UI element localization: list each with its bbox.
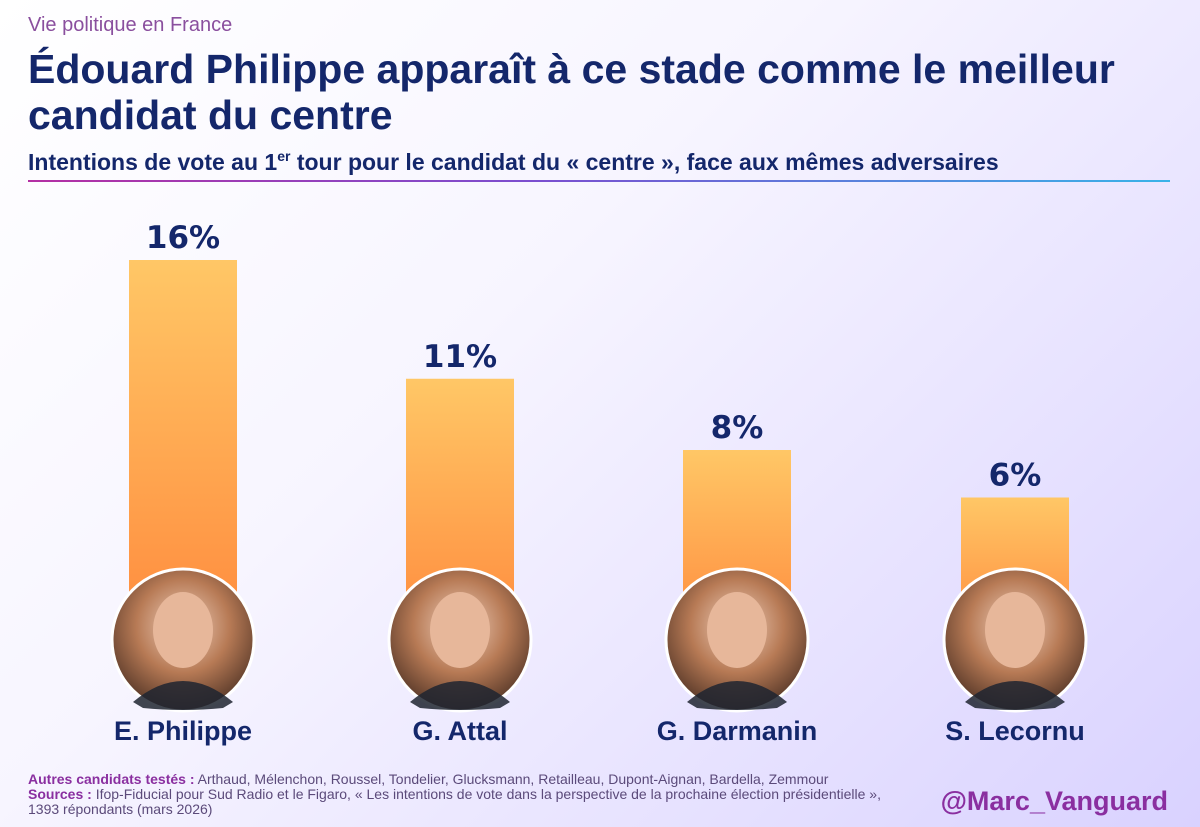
value-label-3: 6% [989,458,1042,494]
sources-label: Sources : [28,786,92,802]
value-label-2: 8% [711,410,764,446]
value-label-1: 11% [423,339,497,375]
category-label-2: G. Darmanin [657,716,818,746]
category-label-1: G. Attal [412,716,507,746]
candidate-photo-1 [387,567,533,713]
subtitle-post: tour pour le candidat du « centre », fac… [290,149,999,175]
sources-text: Ifop-Fiducial pour Sud Radio et le Figar… [28,786,881,817]
candidate-photo-2 [664,567,810,713]
chart-subtitle: Intentions de vote au 1er tour pour le c… [28,148,999,176]
subtitle-pre: Intentions de vote au 1 [28,149,278,175]
sources-note: Sources : Ifop-Fiducial pour Sud Radio e… [28,787,908,817]
gradient-rule [28,180,1170,182]
others-text: Arthaud, Mélenchon, Roussel, Tondelier, … [194,771,829,787]
candidate-photo-3 [942,567,1088,713]
value-label-0: 16% [146,220,220,256]
subtitle-sup: er [277,148,291,164]
others-label: Autres candidats testés : [28,771,195,787]
other-candidates-note: Autres candidats testés : Arthaud, Mélen… [28,772,908,787]
candidate-photo-0 [110,567,256,713]
author-handle: @Marc_Vanguard [940,786,1168,816]
page-title: Édouard Philippe apparaît à ce stade com… [28,46,1115,138]
category-label-0: E. Philippe [114,716,252,746]
kicker: Vie politique en France [28,14,233,36]
footer-notes: Autres candidats testés : Arthaud, Mélen… [28,772,908,817]
category-label-3: S. Lecornu [945,716,1085,746]
